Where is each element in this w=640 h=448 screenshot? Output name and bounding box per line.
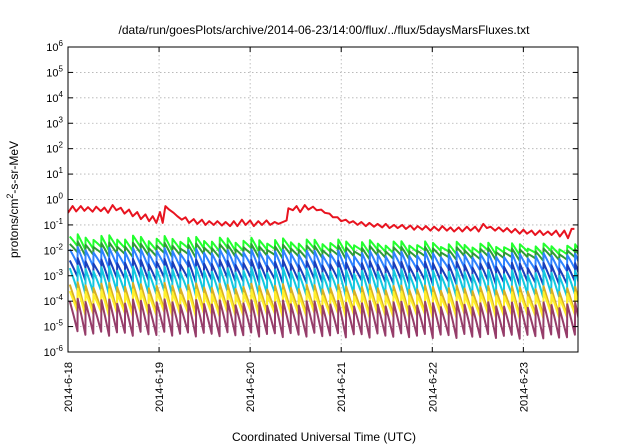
y-tick-base: 10 bbox=[44, 271, 56, 283]
y-tick-label: 10-2 bbox=[44, 242, 64, 257]
y-axis-label: protons/cm2-s-sr-MeV bbox=[5, 141, 21, 258]
x-tick-label: 2014-6-19 bbox=[154, 362, 166, 412]
y-tick-label: 10-4 bbox=[44, 293, 64, 308]
y-tick-base: 10 bbox=[46, 67, 58, 79]
y-tick-exponent: 5 bbox=[59, 64, 64, 73]
y-axis-label-sup: 2 bbox=[5, 194, 15, 199]
y-tick-exponent: -3 bbox=[56, 268, 64, 277]
x-tick-label: 2014-6-18 bbox=[63, 362, 75, 412]
y-tick-label: 10-3 bbox=[44, 268, 64, 283]
y-tick-base: 10 bbox=[46, 169, 58, 181]
x-tick-label: 2014-6-23 bbox=[518, 362, 530, 412]
y-tick-label: 104 bbox=[46, 90, 63, 105]
series-line-1 bbox=[68, 204, 575, 240]
y-tick-label: 10-6 bbox=[44, 344, 64, 359]
y-tick-base: 10 bbox=[46, 93, 58, 105]
y-tick-exponent: 2 bbox=[59, 141, 64, 150]
y-tick-base: 10 bbox=[46, 195, 58, 207]
y-tick-label: 10-1 bbox=[44, 217, 64, 232]
y-tick-exponent: -5 bbox=[56, 319, 64, 328]
y-tick-exponent: -1 bbox=[56, 217, 64, 226]
x-axis-label: Coordinated Universal Time (UTC) bbox=[232, 430, 416, 444]
series-layer bbox=[68, 204, 578, 340]
y-tick-base: 10 bbox=[44, 245, 56, 257]
y-tick-exponent: 3 bbox=[59, 115, 64, 124]
x-tick-label: 2014-6-21 bbox=[336, 362, 348, 412]
y-tick-exponent: 1 bbox=[59, 166, 64, 175]
y-tick-exponent: -6 bbox=[56, 344, 64, 353]
y-tick-exponent: -4 bbox=[56, 293, 64, 302]
y-tick-label: 103 bbox=[46, 115, 63, 130]
y-tick-base: 10 bbox=[44, 347, 56, 359]
y-tick-label: 106 bbox=[46, 39, 63, 54]
series-line-9 bbox=[68, 297, 578, 340]
y-tick-label: 100 bbox=[46, 192, 63, 207]
y-tick-label: 101 bbox=[46, 166, 63, 181]
y-tick-base: 10 bbox=[44, 220, 56, 232]
y-axis-label-pre: protons/cm bbox=[7, 199, 21, 258]
y-tick-base: 10 bbox=[46, 42, 58, 54]
y-tick-label: 105 bbox=[46, 64, 63, 79]
y-tick-label: 102 bbox=[46, 141, 63, 156]
x-tick-label: 2014-6-20 bbox=[245, 362, 257, 412]
y-tick-label: 10-5 bbox=[44, 319, 64, 334]
y-tick-base: 10 bbox=[44, 322, 56, 334]
y-tick-base: 10 bbox=[44, 296, 56, 308]
y-tick-base: 10 bbox=[46, 118, 58, 130]
chart-title: /data/run/goesPlots/archive/2014-06-23/1… bbox=[119, 23, 531, 37]
y-tick-base: 10 bbox=[46, 144, 58, 156]
y-tick-exponent: 0 bbox=[59, 192, 64, 201]
y-tick-exponent: 6 bbox=[59, 39, 64, 48]
y-axis-label-post: -s-sr-MeV bbox=[7, 141, 21, 194]
y-tick-exponent: -2 bbox=[56, 242, 64, 251]
x-tick-label: 2014-6-22 bbox=[427, 362, 439, 412]
tick-layer: 10-610-510-410-310-210-11001011021031041… bbox=[44, 39, 578, 412]
y-tick-exponent: 4 bbox=[59, 90, 64, 99]
